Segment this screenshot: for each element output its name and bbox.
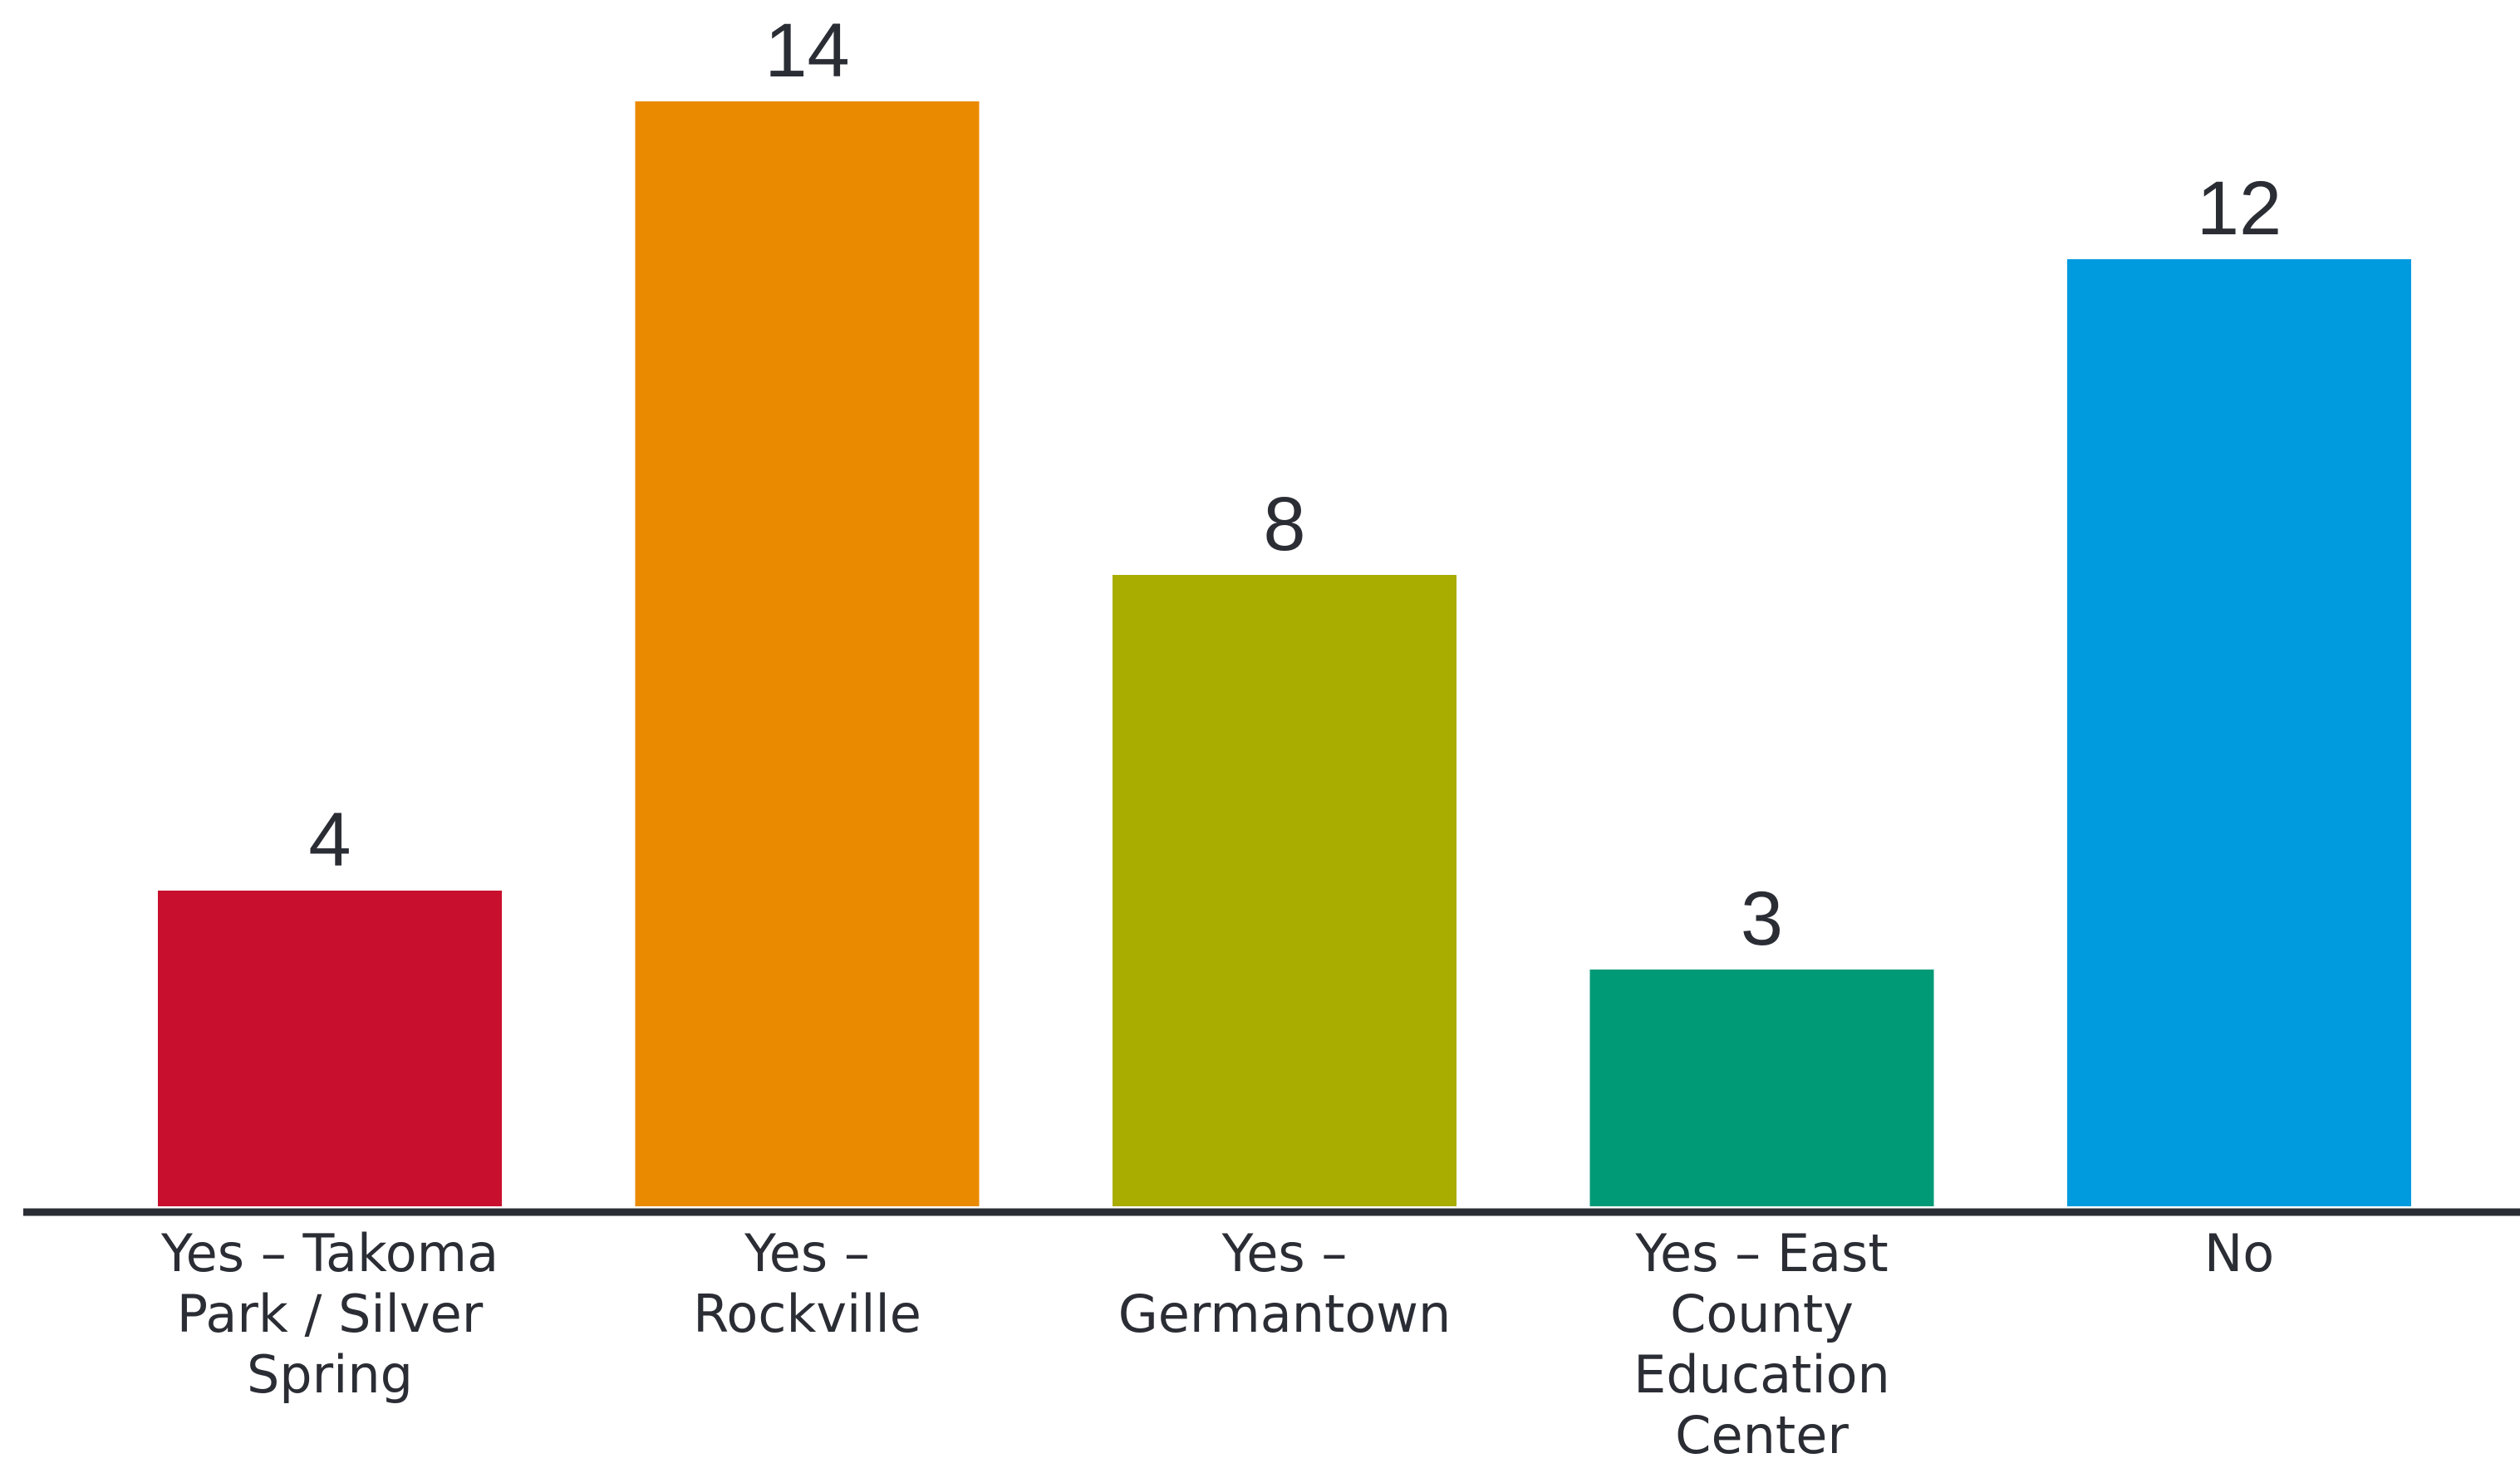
bar-4 <box>2067 259 2411 1206</box>
category-label-line: Spring <box>247 1344 413 1405</box>
data-label-1: 14 <box>764 8 849 93</box>
bar-1 <box>635 101 980 1206</box>
bars-group <box>158 101 2411 1206</box>
category-label-2: Yes – Germantown <box>1118 1223 1452 1344</box>
category-label-line: Yes – East <box>1634 1223 1888 1284</box>
category-label-0: Yes – Takoma Park / Silver Spring <box>160 1223 499 1405</box>
data-label-2: 8 <box>1263 482 1305 567</box>
category-label-line: Yes – <box>744 1223 870 1284</box>
data-label-4: 12 <box>2197 166 2282 251</box>
category-label-line: Park / Silver <box>177 1284 484 1344</box>
category-label-3: Yes – East County Education Center <box>1633 1223 1890 1466</box>
category-label-line: Germantown <box>1118 1284 1452 1344</box>
data-label-0: 4 <box>308 798 351 882</box>
category-label-line: Yes – <box>1221 1223 1348 1284</box>
category-label-4: No <box>2204 1223 2274 1284</box>
bar-3 <box>1589 970 1934 1206</box>
category-label-line: Center <box>1675 1405 1849 1466</box>
value-labels-group: 4 14 8 3 12 <box>308 8 2282 961</box>
category-label-line: Yes – Takoma <box>160 1223 499 1284</box>
category-label-line: Education <box>1633 1344 1890 1405</box>
category-label-1: Yes – Rockville <box>693 1223 921 1344</box>
data-label-3: 3 <box>1741 876 1783 961</box>
bar-2 <box>1113 575 1456 1206</box>
category-label-line: Rockville <box>693 1284 921 1344</box>
bar-0 <box>158 891 502 1206</box>
category-label-line: No <box>2204 1223 2274 1284</box>
category-label-line: County <box>1670 1284 1854 1344</box>
